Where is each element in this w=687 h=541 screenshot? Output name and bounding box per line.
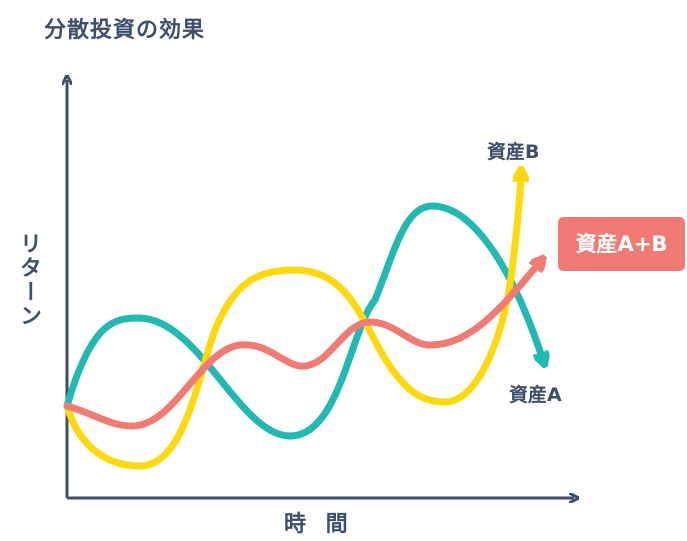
curve-asset-ab: [63, 262, 540, 430]
label-asset-a: 資産A: [509, 384, 562, 406]
curve-asset-a: [63, 202, 543, 440]
label-asset-ab: 資産A+B: [558, 217, 685, 271]
diagram-title: 分散投資の効果: [44, 18, 206, 43]
curve-asset-b: [63, 174, 521, 470]
x-axis-label: 時 間: [284, 512, 354, 537]
y-axis-label: リターン: [16, 232, 41, 328]
label-asset-b: 資産B: [487, 141, 540, 163]
